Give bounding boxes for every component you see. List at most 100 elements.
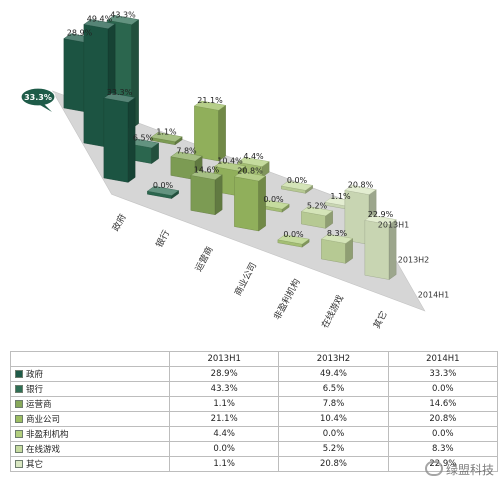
table-cell: 5.2%: [278, 441, 389, 457]
row-category: 在线游戏: [10, 441, 170, 457]
table-cell: 21.1%: [168, 411, 280, 427]
bar-2014H1-5: [320, 233, 354, 264]
table-cell: 4.4%: [168, 426, 280, 442]
table-row: 在线游戏 0.0% 5.2% 8.3%: [10, 441, 499, 457]
category-label: 在线游戏: [319, 293, 347, 330]
bar-2013H1-2: [150, 132, 183, 146]
wechat-icon: [424, 461, 443, 476]
table-cell: 33.3%: [387, 366, 499, 382]
legend-label: 银行: [26, 385, 44, 395]
data-label: 4.4%: [243, 152, 264, 161]
table-cell: 22.9%: [387, 456, 499, 472]
data-label: 0.0%: [263, 195, 284, 204]
data-label: 10.4%: [217, 157, 243, 166]
data-label: 21.1%: [197, 96, 223, 105]
category-label: 商业公司: [232, 260, 260, 297]
data-table: 2013H1 2013H2 2014H1 政府 28.9% 49.4% 33.3% 银行…: [10, 351, 499, 472]
table-header-cell: [10, 351, 170, 367]
data-label: 20.8%: [237, 167, 263, 176]
data-label: 0.0%: [283, 230, 304, 239]
legend-label: 运营商: [26, 400, 52, 410]
category-label: 政府: [110, 212, 129, 234]
legend-swatch: [15, 415, 23, 423]
table-row: 政府 28.9% 49.4% 33.3%: [10, 366, 499, 382]
row-category: 银行: [10, 381, 170, 397]
data-label: 28.9%: [67, 29, 93, 38]
data-label: 1.1%: [330, 192, 351, 201]
row-category: 其它: [10, 456, 170, 472]
bar-2013H1-5: [280, 180, 314, 194]
category-label: 其它: [371, 309, 390, 331]
bar-2014H1-1: [146, 185, 180, 199]
series-label: 2014H1: [418, 291, 449, 300]
data-label: 33.3%: [107, 88, 133, 97]
table-header-cell: 2013H2: [278, 351, 389, 367]
data-label: 8.3%: [327, 229, 348, 238]
bar-2014H1-4: [277, 234, 310, 248]
table-row: 商业公司 21.1% 10.4% 20.8%: [10, 411, 499, 427]
legend-swatch: [15, 445, 23, 453]
table-header-row: 2013H1 2013H2 2014H1: [10, 351, 499, 367]
table-row: 银行 43.3% 6.5% 0.0%: [10, 381, 499, 397]
chart-3d-columns: 28.9% 43.3% 1.1% 21.1% 4.4% 0.0% 1.1% 49.4% 6.5%…: [20, 10, 449, 331]
legend-swatch: [15, 385, 23, 393]
row-category: 运营商: [10, 396, 170, 412]
table-row: 其它 1.1% 20.8% 22.9%: [10, 456, 499, 472]
table-cell: 0.0%: [168, 441, 280, 457]
callout-bubble: 33.3%: [20, 87, 56, 112]
table-cell: 0.0%: [387, 381, 499, 397]
data-label: 7.8%: [176, 147, 197, 156]
table-cell: 7.8%: [278, 396, 389, 412]
data-label: 1.1%: [156, 127, 177, 136]
legend-label: 政府: [26, 370, 44, 380]
series-label: 2013H1: [378, 221, 409, 230]
table-cell: 0.0%: [387, 426, 499, 442]
bar-2014H1-3: [233, 171, 267, 232]
data-label: 6.5%: [133, 134, 154, 143]
table-cell: 0.0%: [278, 426, 389, 442]
row-category: 商业公司: [10, 411, 170, 427]
table-cell: 49.4%: [278, 366, 389, 382]
table-cell: 20.8%: [278, 456, 389, 472]
table-cell: 28.9%: [168, 366, 280, 382]
table-cell: 1.1%: [168, 456, 280, 472]
data-label: 20.8%: [348, 180, 374, 189]
table-cell: 1.1%: [168, 396, 280, 412]
legend-swatch: [15, 370, 23, 378]
data-label: 49.4%: [87, 14, 113, 23]
watermark: 绿盟科技: [424, 461, 494, 478]
bar-2014H1-0: [103, 92, 136, 183]
legend-swatch: [15, 430, 23, 438]
legend-label: 其它: [26, 460, 44, 470]
data-label: 5.2%: [307, 202, 328, 211]
table-row: 非盈利机构 4.4% 0.0% 0.0%: [10, 426, 499, 442]
legend-label: 在线游戏: [26, 445, 61, 455]
table-cell: 8.3%: [387, 441, 499, 457]
data-label: 43.3%: [110, 10, 136, 19]
bar-2013H1-3: [193, 100, 227, 162]
data-label: 0.0%: [153, 181, 174, 190]
legend-label: 非盈利机构: [26, 430, 69, 440]
legend-label: 商业公司: [26, 415, 61, 425]
table-cell: 43.3%: [168, 381, 280, 397]
table-cell: 14.6%: [387, 396, 499, 412]
bar-2014H1-2: [190, 170, 223, 216]
table-header-cell: 2013H1: [168, 351, 280, 367]
category-label: 银行: [153, 228, 172, 250]
category-label: 非盈利机构: [271, 277, 303, 322]
bar-2013H2-2: [170, 151, 203, 181]
bar-2014H1-6: [364, 215, 397, 280]
category-label: 运营商: [192, 244, 215, 273]
row-category: 非盈利机构: [10, 426, 170, 442]
legend-swatch: [15, 460, 23, 468]
series-label: 2013H2: [398, 256, 429, 265]
data-label: 0.0%: [287, 176, 308, 185]
callout-label: 33.3%: [24, 93, 52, 102]
data-label: 14.6%: [194, 165, 220, 174]
table-cell: 20.8%: [387, 411, 499, 427]
table-cell: 10.4%: [278, 411, 389, 427]
watermark-text: 绿盟科技: [445, 463, 494, 477]
row-category: 政府: [10, 366, 170, 382]
data-label: 22.9%: [368, 210, 394, 219]
legend-swatch: [15, 400, 23, 408]
